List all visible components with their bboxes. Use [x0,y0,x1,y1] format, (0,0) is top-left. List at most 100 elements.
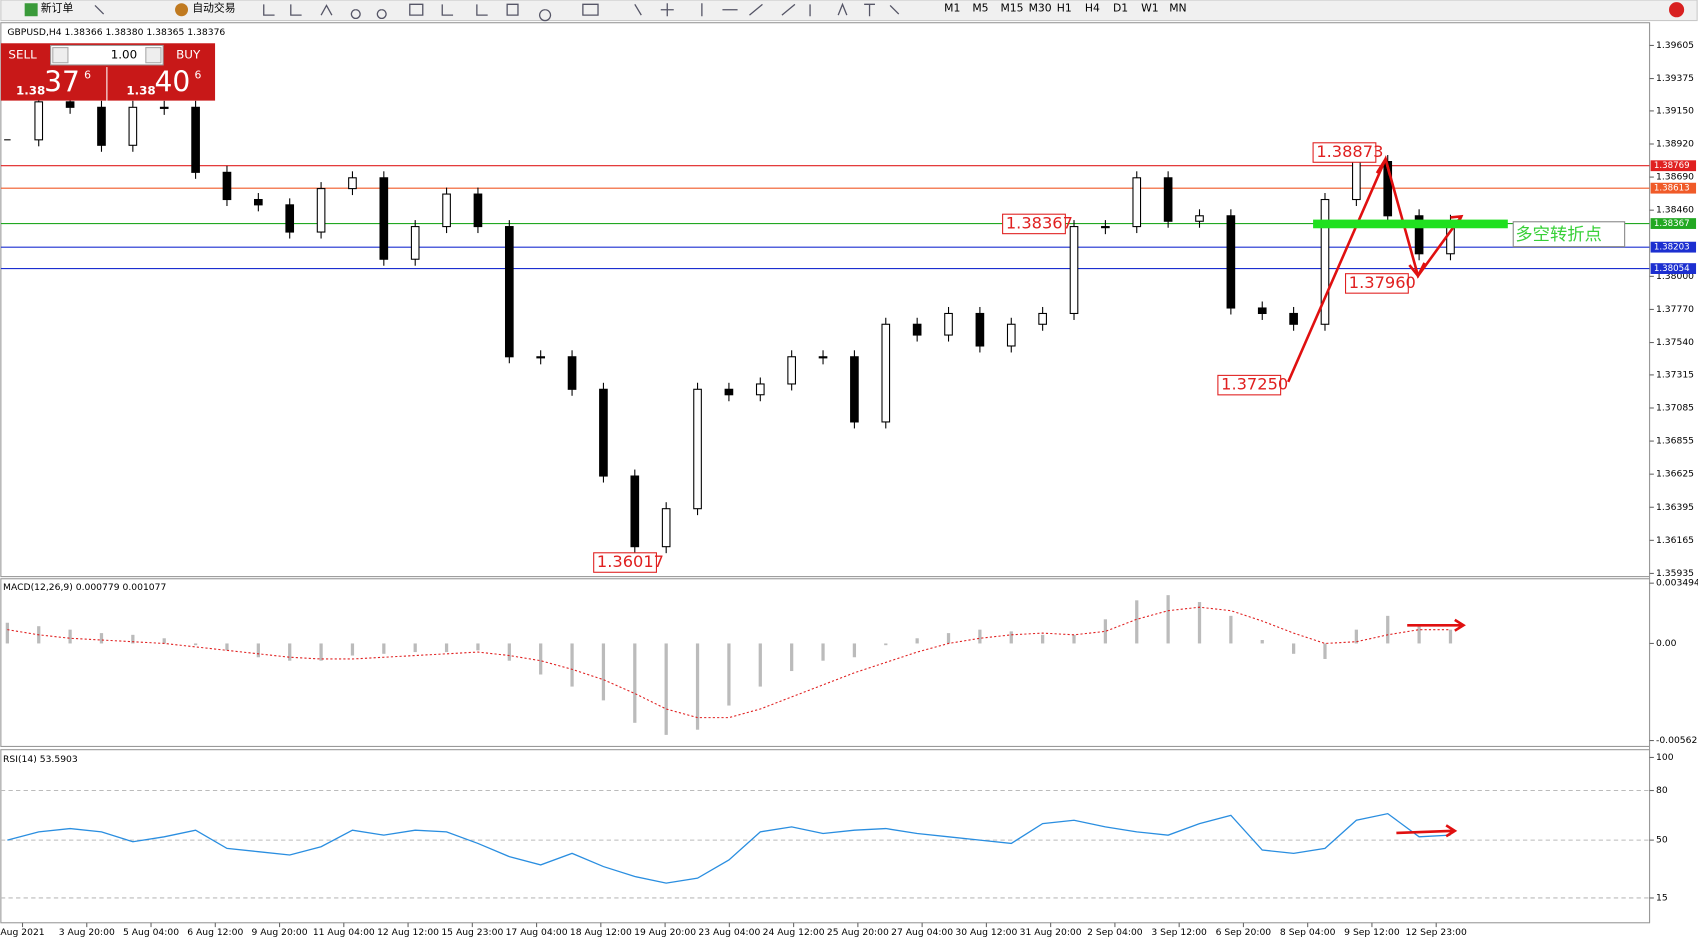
rsi-header: RSI(14) 53.5903 [3,754,78,765]
macd-bar [821,643,825,661]
time-label: 31 Aug 20:00 [1020,927,1082,938]
y-tick-label: 1.38460 [1656,205,1694,216]
bid-big: 1.38 [16,83,45,97]
sell-button[interactable]: SELL [8,48,37,62]
candle-body [379,177,389,260]
timeframe-button[interactable]: M30 [1029,2,1052,15]
pivot-box [1512,221,1626,248]
timeframe-button[interactable]: M5 [972,2,988,15]
macd-bar [68,629,72,644]
pivot-bar [1313,219,1508,229]
macd-bar [1354,629,1358,644]
macd-bar [695,643,700,730]
y-tick-label: 1.39605 [1656,40,1694,51]
macd-bar [978,629,982,644]
y-tick-label: 15 [1656,892,1668,903]
y-tick-label: 1.36165 [1656,535,1694,546]
annotation-box [1217,374,1282,396]
y-tick-label: 1.35935 [1656,568,1694,579]
time-label: 3 Aug 20:00 [59,927,115,938]
annotation-box [1345,273,1409,294]
candle-body [1383,161,1393,217]
candle-body [693,388,702,510]
macd-bar [1323,643,1327,659]
candle-body [630,475,640,548]
candle-body [661,508,671,548]
macd-bar [193,643,198,646]
annotation-box [593,552,657,573]
volume-input[interactable]: 1.00 [111,48,137,62]
timeframe-button[interactable]: M1 [944,2,960,15]
price-tag-label: 1.38613 [1654,184,1690,194]
auto-trading-button[interactable]: 自动交易 [192,1,235,15]
y-tick-label: 1.36625 [1656,469,1694,480]
new-order-button[interactable]: 新订单 [41,1,74,15]
timeframe-button[interactable]: H1 [1057,2,1072,15]
timeframe-bar: M1 M5 M15 M30 H1 H4 D1 W1 MN [944,2,1186,15]
candle-body [1006,323,1016,347]
candle-body [316,188,326,233]
timeframe-button[interactable]: MN [1169,2,1186,15]
time-label: 5 Aug 04:00 [123,927,179,938]
candle-body [881,323,891,423]
macd-bar [256,643,260,658]
macd-bar [225,643,229,651]
time-label: 15 Aug 23:00 [441,927,503,938]
buy-button[interactable]: BUY [176,48,201,62]
ask-big: 1.38 [126,83,155,97]
candle-body [755,383,765,396]
ask-frac: 6 [195,69,202,82]
bid-frac: 6 [84,69,91,82]
timeframe-button[interactable]: D1 [1113,2,1128,15]
macd-bar [1260,640,1264,644]
macd-bar [539,643,543,675]
time-label: 2 Sep 04:00 [1087,927,1143,938]
candle-body [567,356,577,390]
candle-body [944,312,953,336]
time-label: Aug 2021 [0,927,44,938]
time-label: 17 Aug 04:00 [506,927,568,938]
alert-badge[interactable] [1669,2,1685,18]
timeframe-button[interactable]: H4 [1085,2,1100,15]
candle-body [410,226,420,260]
annotation-label: 1.37250 [1221,375,1288,394]
annotation-box [1002,213,1066,235]
y-tick-label: 1.39375 [1656,73,1694,84]
macd-bar [162,638,166,644]
price-tag-label: 1.38769 [1654,161,1690,171]
macd-bar [131,634,135,644]
candle-body [1132,177,1142,228]
annotation-label: 1.37960 [1349,273,1416,292]
candle-body [975,312,985,347]
macd-header: MACD(12,26,9) 0.000779 0.001077 [3,582,166,593]
candle-body [34,101,44,141]
macd-bar [288,643,292,661]
y-tick-label: 100 [1656,752,1674,763]
new-order-icon[interactable] [24,3,38,17]
candle-body [1257,307,1267,315]
hand-drawn-arrows [1287,155,1466,838]
y-tick-label: 50 [1656,835,1668,846]
time-label: 24 Aug 12:00 [763,927,825,938]
price-tag [1650,160,1697,172]
toolbar-icons [94,2,900,22]
timeframe-button[interactable]: M15 [1000,2,1023,15]
macd-bar [1135,600,1139,644]
price-tag [1650,182,1697,194]
candle-body [818,356,828,359]
macd-bar [5,622,9,644]
time-label: 30 Aug 12:00 [955,927,1017,938]
candle-body [1226,215,1236,309]
candle-body [97,106,106,146]
macd-bar [758,643,762,687]
y-tick-label: -0.005628 [1656,735,1698,746]
candle-body [473,193,483,228]
time-label: 27 Aug 04:00 [891,927,953,938]
candle-body [1352,161,1361,201]
candle-body [442,193,451,228]
annotation-box [1312,142,1377,163]
auto-trading-icon[interactable] [175,3,189,17]
timeframe-button[interactable]: W1 [1141,2,1159,15]
macd-bar [790,643,794,672]
